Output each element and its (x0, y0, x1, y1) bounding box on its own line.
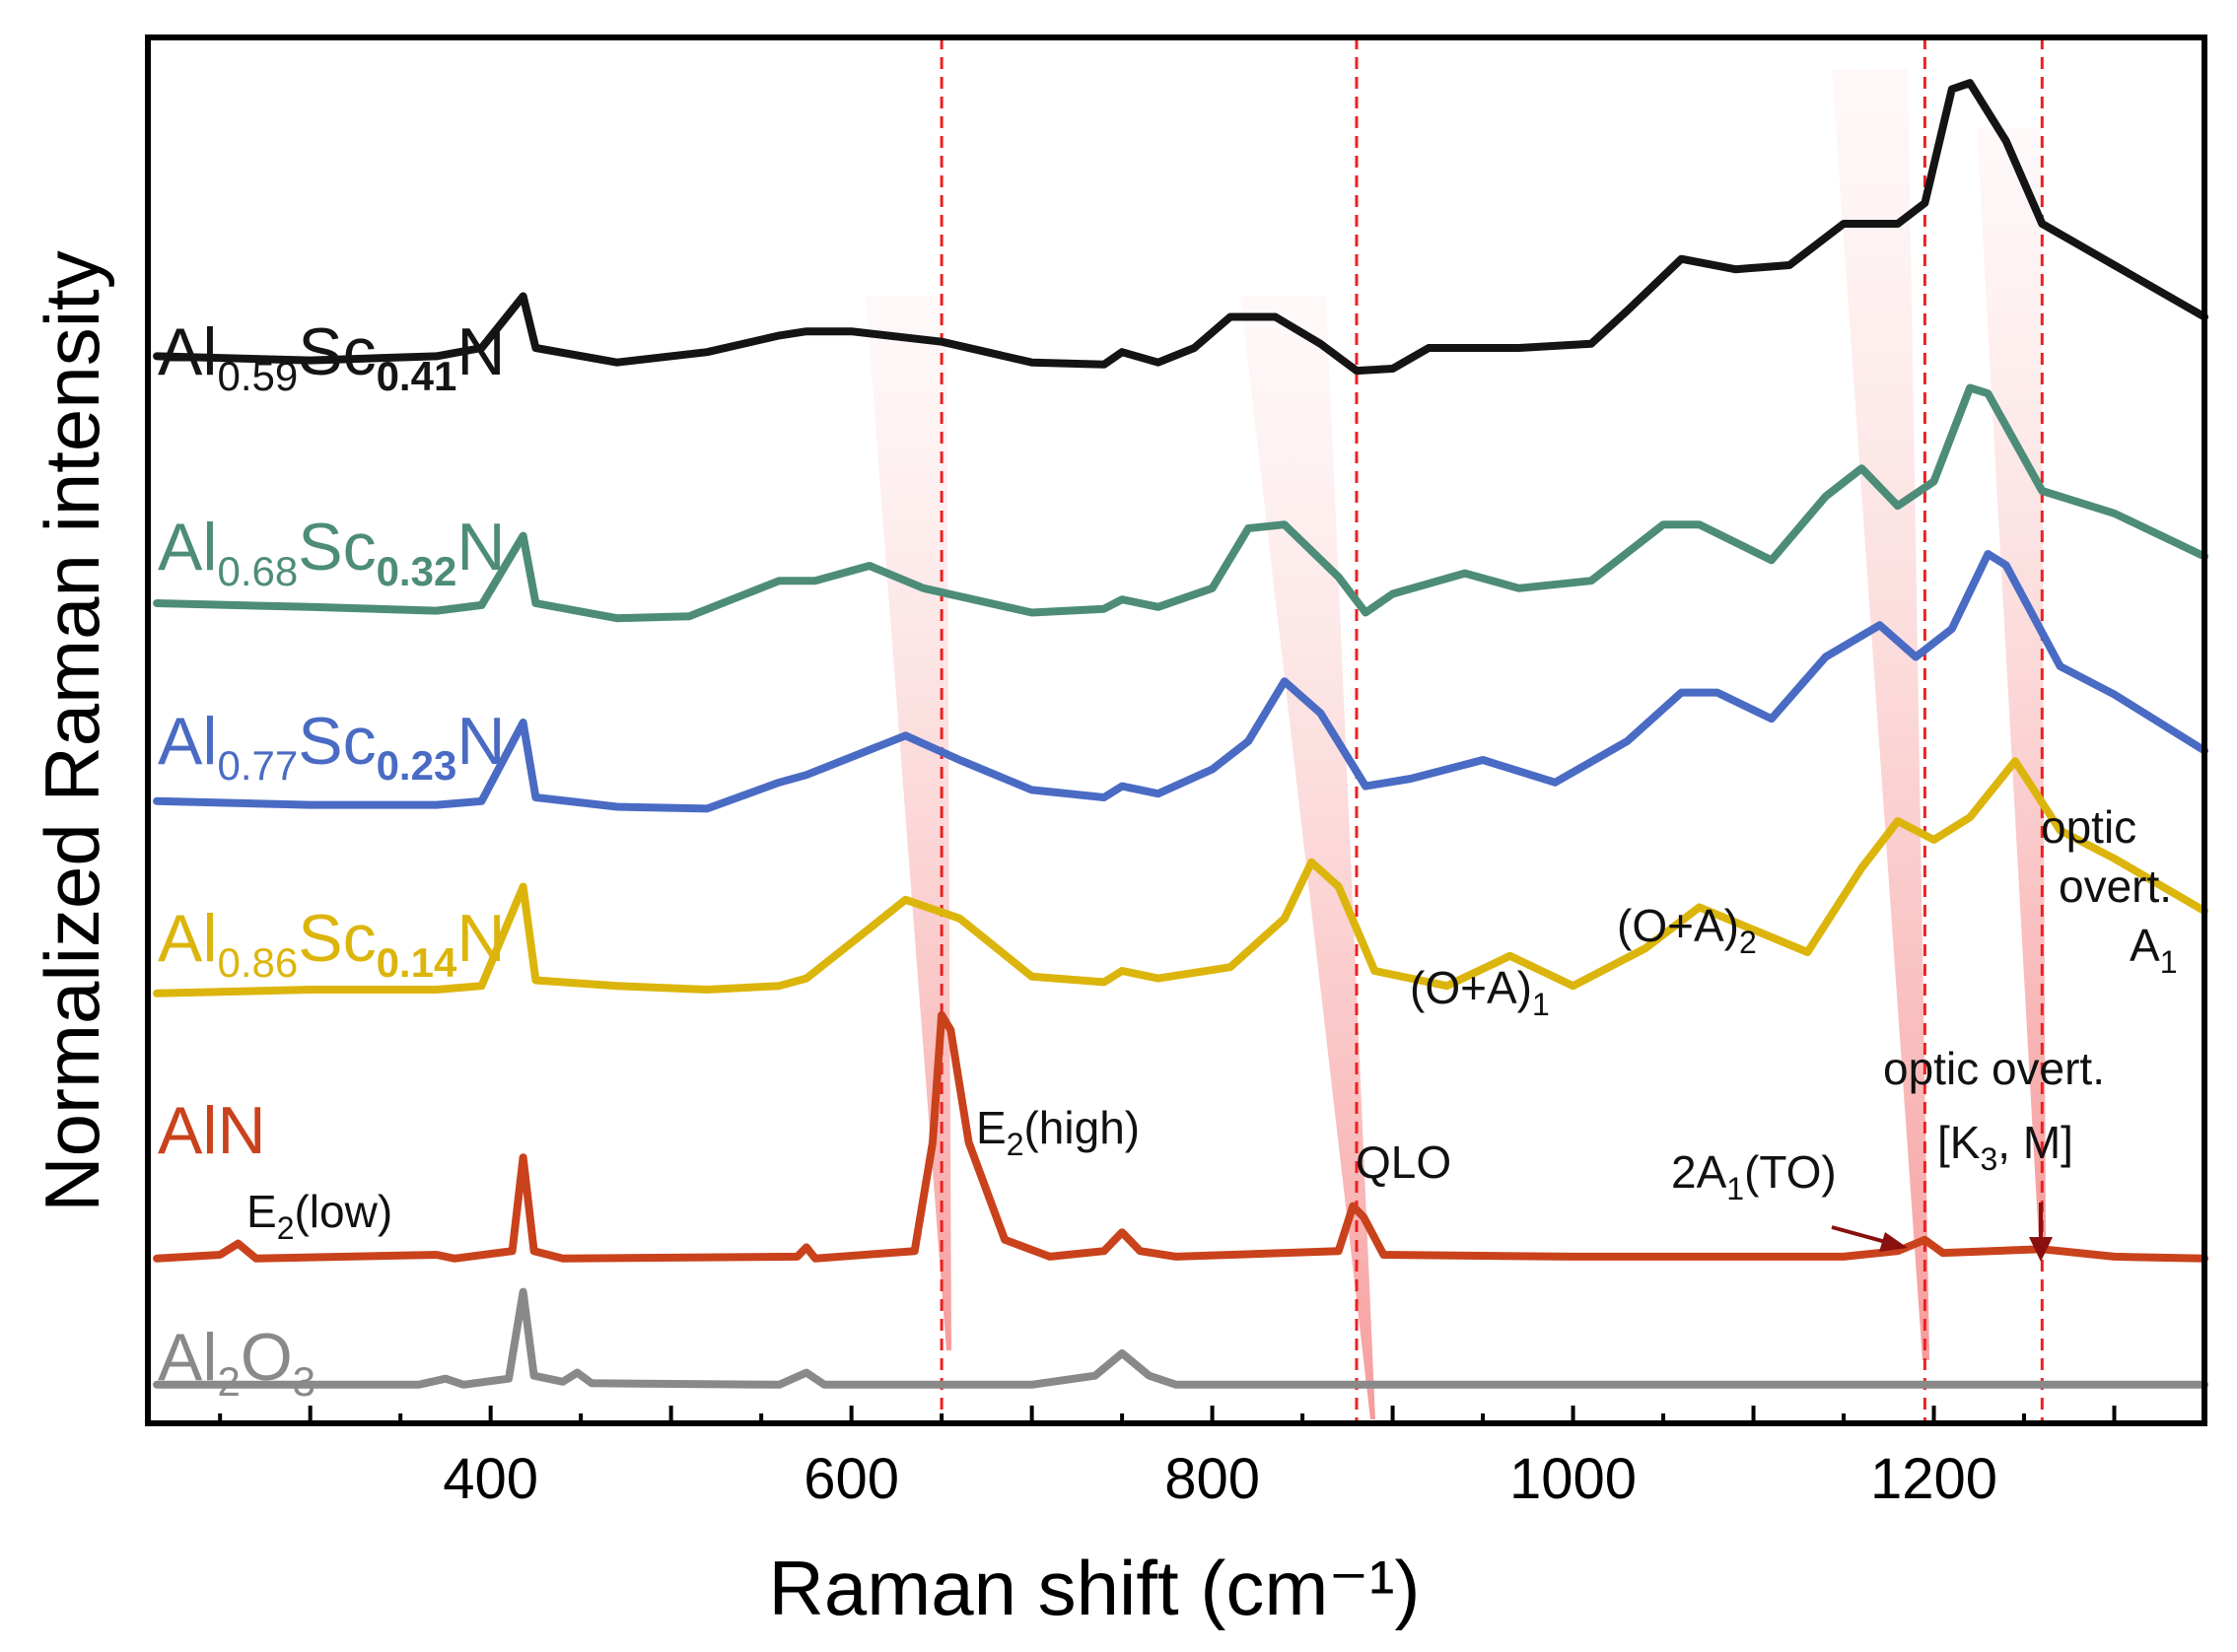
series-label-4: AlN (158, 1093, 266, 1168)
shift-wedge (1240, 296, 1375, 1419)
series-label-0: Al0.59Sc0.41N (158, 314, 505, 399)
annotation-3: (O+A)1 (1410, 962, 1550, 1022)
series-labels: Al0.59Sc0.41N Al0.68Sc0.32N Al0.77Sc0.23N A… (158, 314, 505, 1405)
series-label-2: Al0.77Sc0.23N (158, 704, 505, 789)
plot-frame (145, 34, 2207, 1426)
x-tick-label: 1000 (1509, 1447, 1637, 1511)
series-label-3: Al0.86Sc0.14N (158, 901, 505, 986)
annotation-1: E2(high) (976, 1102, 1140, 1162)
x-tick-label: 400 (443, 1447, 538, 1511)
series-line-1 (153, 383, 2208, 623)
annotation-2: QLO (1356, 1136, 1451, 1188)
series-label-5: Al2O3 (158, 1320, 315, 1405)
arrow-head-2a1to (1879, 1232, 1908, 1252)
annotation-9: overt. (2059, 860, 2172, 912)
x-tick-label: 1200 (1870, 1447, 1997, 1511)
x-tick-label: 800 (1164, 1447, 1260, 1511)
x-tick-label: 600 (804, 1447, 899, 1511)
series-line-5 (153, 1287, 2208, 1389)
y-axis-title: Normalized Raman intensity (29, 250, 115, 1211)
annotation-8: optic (2041, 801, 2136, 853)
annotation-10: A1 (2130, 920, 2177, 980)
reference-lines (940, 37, 2044, 1423)
arrow-head-kmm (2029, 1237, 2053, 1262)
annotation-4: (O+A)2 (1617, 900, 1757, 960)
annotation-7: [K3, M] (1937, 1117, 2073, 1177)
series-line-4 (153, 1010, 2208, 1263)
series-line-3 (153, 757, 2208, 998)
series-line-2 (153, 550, 2208, 813)
shift-wedge (866, 296, 951, 1350)
spectra (153, 79, 2208, 1389)
annotation-5: 2A1(TO) (1671, 1146, 1837, 1206)
annotation-6: optic overt. (1883, 1043, 2105, 1094)
annotation-0: E2(low) (246, 1186, 392, 1246)
x-axis-title: Raman shift (cm⁻¹) (769, 1545, 1421, 1631)
shift-wedge (1832, 69, 1929, 1360)
peak-shift-shading (866, 69, 2046, 1419)
x-axis-ticks: 400 600 800 1000 1200 (218, 1406, 2206, 1511)
peak-annotations: E2(low) E2(high) QLO (O+A)1 (O+A)2 2A1(TO) opt… (246, 801, 2177, 1262)
series-label-1: Al0.68Sc0.32N (158, 510, 505, 594)
series-line-0 (153, 79, 2208, 376)
